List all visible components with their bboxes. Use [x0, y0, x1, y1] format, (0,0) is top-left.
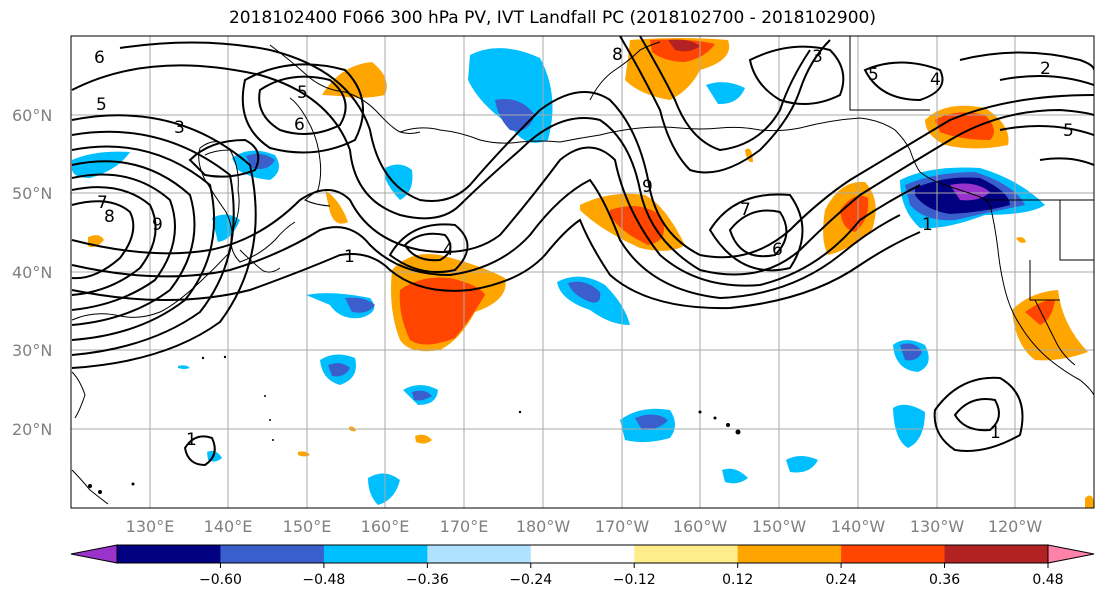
contour-label: 6: [772, 240, 783, 260]
colorbar-extend-high: [1048, 545, 1094, 563]
colorbar-segment: [427, 545, 532, 563]
colorbar-tick-label: −0.12: [613, 572, 656, 588]
contour-label: 2: [1040, 59, 1051, 79]
contour-label: 5: [96, 95, 107, 115]
contour-label: 1: [186, 430, 197, 450]
contour-label: 1: [990, 423, 1001, 443]
contour-label: 8: [612, 45, 623, 65]
neg-anomaly-region: [246, 153, 275, 169]
neg-anomaly-region: [412, 390, 432, 401]
lon-label: 130°E: [126, 517, 175, 536]
islands: [88, 355, 741, 494]
map-title: 2018102400 F066 300 hPa PV, IVT Landfall…: [228, 8, 876, 28]
contour-label: 3: [174, 118, 185, 138]
pos-anomaly-region: [1016, 237, 1026, 243]
contour-label: 6: [294, 115, 305, 135]
contour-label: 3: [812, 47, 823, 67]
contour-label: 7: [97, 193, 108, 213]
colorbar-extend-low: [71, 545, 117, 563]
lon-label: 120°W: [988, 517, 1043, 536]
lat-label: 20°N: [12, 420, 52, 439]
neg-anomaly-region: [72, 151, 130, 178]
lat-label: 40°N: [12, 263, 52, 282]
colorbar-segment: [737, 545, 842, 563]
plot-frame: [70, 35, 1095, 509]
colorbar-extend-low-outline: [70, 544, 118, 564]
pos-anomaly-region: [325, 190, 348, 224]
colorbar-tick-label: 0.48: [1032, 572, 1063, 588]
neg-anomaly-region: [893, 404, 925, 448]
colorbar-tick-label: 0.24: [826, 572, 857, 588]
lon-label: 160°E: [361, 517, 410, 536]
contour-label: 1: [344, 247, 355, 267]
contour-label: 8: [104, 207, 115, 227]
lat-label: 50°N: [12, 184, 52, 203]
contour-label-group: 6 5 3 8 3 5 4 2 5 7 8 9 4 1 6 7 6 9 1 1 …: [94, 45, 1074, 450]
neg-anomaly-region: [345, 297, 375, 313]
colorbar-segment: [323, 545, 428, 563]
lon-label: 170°E: [440, 517, 489, 536]
lon-label: 140°E: [204, 517, 253, 536]
contour-label: 9: [152, 215, 163, 235]
contour-label: 5: [297, 83, 308, 103]
lat-label: 60°N: [12, 106, 52, 125]
neg-anomaly-region: [900, 343, 922, 361]
neg-anomaly-region: [786, 456, 818, 473]
colorbar-segment: [530, 545, 635, 563]
pos-anomaly-region: [1025, 299, 1055, 325]
contour-label: 5: [1063, 121, 1074, 141]
neg-anomaly-region: [178, 365, 190, 369]
contour-label: 9: [642, 177, 653, 197]
neg-anomaly-region: [635, 414, 668, 430]
colorbar-tick-label: 0.12: [722, 572, 753, 588]
pos-anomaly-region: [668, 39, 700, 52]
pos-anomaly-region: [415, 434, 432, 444]
neg-anomaly-region: [706, 82, 745, 105]
pos-anomaly-region: [1085, 495, 1094, 508]
colorbar-tick-label: −0.36: [406, 572, 449, 588]
colorbar-tick-label: −0.24: [509, 572, 552, 588]
pos-anomaly-region: [1012, 290, 1088, 361]
neg-anomaly-region: [368, 473, 400, 505]
neg-anomaly-region: [328, 363, 350, 377]
lat-label: 30°N: [12, 341, 52, 360]
borders: [849, 36, 1094, 301]
lon-label: 160°W: [673, 517, 728, 536]
colorbar-segment: [944, 545, 1049, 563]
contour-label: 7: [740, 200, 751, 220]
colorbar-tick-label: 0.36: [929, 572, 960, 588]
lon-axis: 130°E 140°E 150°E 160°E 170°E 180°W 170°…: [126, 517, 1043, 536]
neg-anomaly-region: [950, 183, 990, 201]
pos-anomaly-region: [745, 148, 753, 163]
lon-label: 130°W: [910, 517, 965, 536]
contour-label: 4: [443, 240, 454, 260]
lon-label: 180°W: [516, 517, 571, 536]
colorbar-tick-label: −0.48: [302, 572, 345, 588]
contour-label: 6: [94, 48, 105, 68]
colorbar-segment: [117, 545, 221, 563]
colorbar-segment: [220, 545, 325, 563]
colorbar: −0.60 −0.48 −0.36 −0.24 −0.12 0.12 0.24 0.36 0.4…: [70, 544, 1095, 588]
neg-anomaly-region: [385, 164, 413, 200]
lon-label: 150°W: [752, 517, 807, 536]
colorbar-tick-label: −0.60: [199, 572, 242, 588]
lon-label: 140°W: [831, 517, 886, 536]
neg-anomaly-region: [568, 281, 601, 303]
lon-label: 170°W: [595, 517, 650, 536]
colorbar-extend-high-outline: [1047, 544, 1095, 564]
contour-label: 4: [930, 70, 941, 90]
colorbar-segment: [634, 545, 739, 563]
lon-label: 150°E: [283, 517, 332, 536]
lat-axis: 60°N 50°N 40°N 30°N 20°N: [12, 106, 52, 439]
gridlines: [71, 36, 1094, 508]
neg-anomaly-region: [722, 468, 748, 484]
pv-contours: [71, 36, 1094, 467]
contour-label: 5: [868, 65, 879, 85]
pos-anomaly-region: [610, 206, 664, 245]
contour-label: 1: [922, 215, 933, 235]
colorbar-segment: [841, 545, 946, 563]
